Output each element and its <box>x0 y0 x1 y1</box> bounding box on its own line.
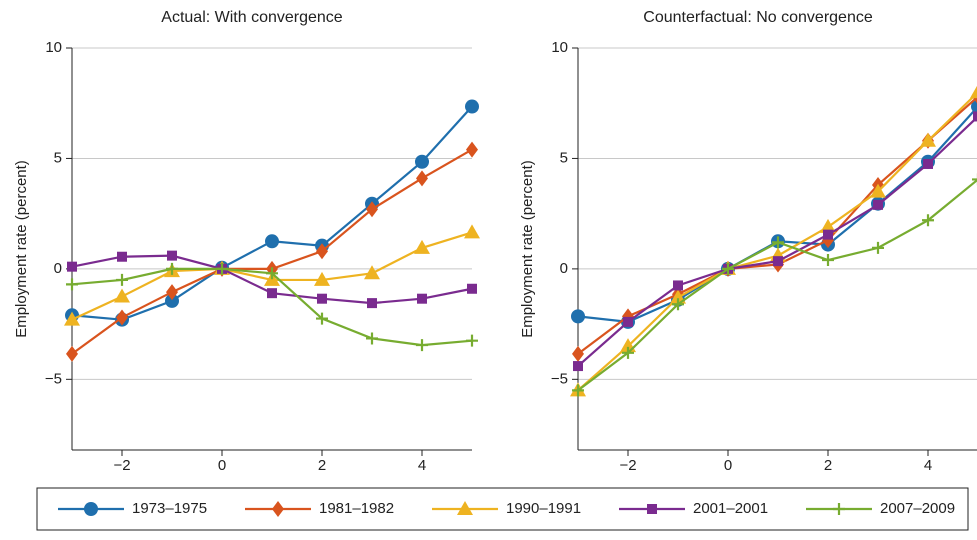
y-tick-label: 5 <box>54 149 62 166</box>
y-tick-label: −5 <box>551 370 568 387</box>
marker <box>416 339 428 352</box>
marker <box>773 256 783 267</box>
y-axis-label: Employment rate (percent) <box>519 160 536 338</box>
series-line <box>577 178 977 392</box>
marker <box>167 250 177 261</box>
legend-label: 2001–2001 <box>693 500 768 517</box>
x-tick-label: −2 <box>113 457 130 474</box>
marker <box>267 288 277 299</box>
marker <box>573 361 583 372</box>
y-axis-label: Employment rate (percent) <box>13 160 30 338</box>
marker <box>366 201 378 218</box>
marker <box>464 224 480 239</box>
marker <box>316 312 328 325</box>
y-tick-label: −5 <box>45 370 62 387</box>
marker <box>415 154 429 169</box>
legend-label: 1973–1975 <box>132 500 207 517</box>
marker <box>466 334 478 347</box>
marker <box>465 99 479 114</box>
marker <box>66 345 78 362</box>
x-tick-label: −2 <box>619 457 636 474</box>
marker <box>823 229 833 240</box>
marker <box>920 132 936 147</box>
marker <box>216 262 228 275</box>
chart-title: Actual: With convergence <box>161 9 343 26</box>
marker <box>647 504 657 514</box>
marker <box>672 298 684 311</box>
marker <box>417 293 427 304</box>
marker <box>67 261 77 272</box>
marker <box>66 278 78 291</box>
marker <box>822 254 834 267</box>
y-tick-label: 0 <box>54 260 62 277</box>
marker <box>820 218 836 233</box>
x-tick-label: 4 <box>924 457 932 474</box>
marker <box>973 111 977 122</box>
x-tick-label: 2 <box>318 457 326 474</box>
legend-label: 2007–2009 <box>880 500 955 517</box>
marker <box>317 293 327 304</box>
marker <box>314 271 330 286</box>
marker <box>166 284 178 301</box>
chart-title: Counterfactual: No convergence <box>643 9 873 26</box>
y-tick-label: 5 <box>560 149 568 166</box>
marker <box>265 234 279 249</box>
marker <box>457 501 473 515</box>
marker <box>114 288 130 303</box>
marker <box>923 158 933 169</box>
marker <box>166 262 178 275</box>
marker <box>870 183 886 198</box>
marker <box>571 309 585 324</box>
legend-box <box>36 487 969 531</box>
y-tick-label: 0 <box>560 260 568 277</box>
marker <box>622 346 634 359</box>
marker <box>116 309 128 326</box>
marker <box>772 236 784 249</box>
marker <box>673 280 683 291</box>
marker <box>272 501 284 517</box>
marker <box>165 293 179 308</box>
marker <box>872 241 884 254</box>
marker <box>116 273 128 286</box>
marker <box>922 214 934 227</box>
marker <box>972 173 977 186</box>
marker <box>84 502 98 516</box>
marker <box>466 141 478 158</box>
marker <box>266 267 278 280</box>
x-tick-label: 4 <box>418 457 426 474</box>
marker <box>572 384 584 397</box>
marker <box>722 262 734 275</box>
marker <box>316 243 328 260</box>
marker <box>414 239 430 254</box>
marker <box>623 316 633 327</box>
marker <box>971 99 977 114</box>
marker <box>467 283 477 294</box>
marker <box>416 170 428 187</box>
y-tick-label: 10 <box>551 39 568 56</box>
series-line <box>71 105 473 321</box>
series-line <box>577 105 977 324</box>
marker <box>833 503 845 515</box>
legend-label: 1990–1991 <box>506 500 581 517</box>
y-tick-label: 10 <box>45 39 62 56</box>
x-tick-label: 2 <box>824 457 832 474</box>
marker <box>367 298 377 309</box>
marker <box>366 332 378 345</box>
marker <box>970 85 977 99</box>
marker <box>572 345 584 362</box>
legend-label: 1981–1982 <box>319 500 394 517</box>
marker <box>64 311 80 326</box>
x-tick-label: 0 <box>724 457 732 474</box>
marker <box>117 251 127 262</box>
marker <box>364 265 380 280</box>
x-tick-label: 0 <box>218 457 226 474</box>
marker <box>873 199 883 210</box>
